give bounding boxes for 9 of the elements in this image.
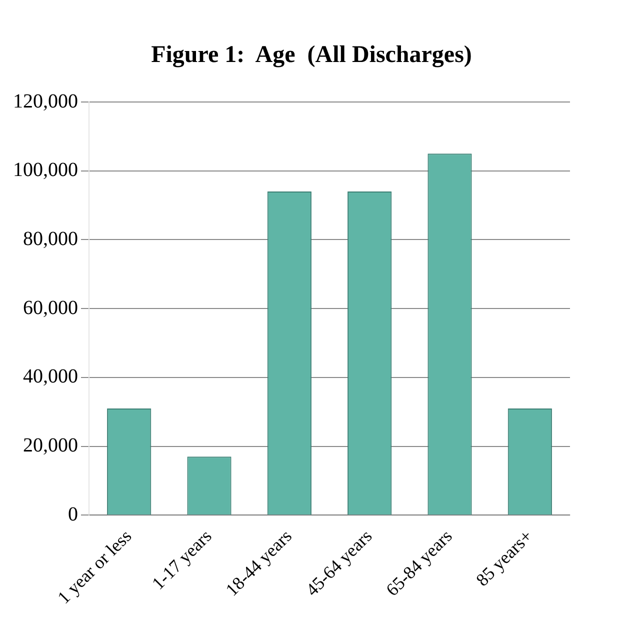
y-tick-label: 60,000 <box>23 296 78 319</box>
chart-title: Figure 1: Age (All Discharges) <box>150 42 473 70</box>
y-tick-label: 100,000 <box>13 159 78 182</box>
y-tick-label: 40,000 <box>23 366 78 388</box>
y-tick-label: 20,000 <box>23 434 78 457</box>
x-tick-label: 1 year or less <box>54 526 136 608</box>
y-tick-label: 0 <box>68 503 78 526</box>
y-tick-label: 120,000 <box>13 90 78 112</box>
y-tick-label: 80,000 <box>23 228 78 250</box>
